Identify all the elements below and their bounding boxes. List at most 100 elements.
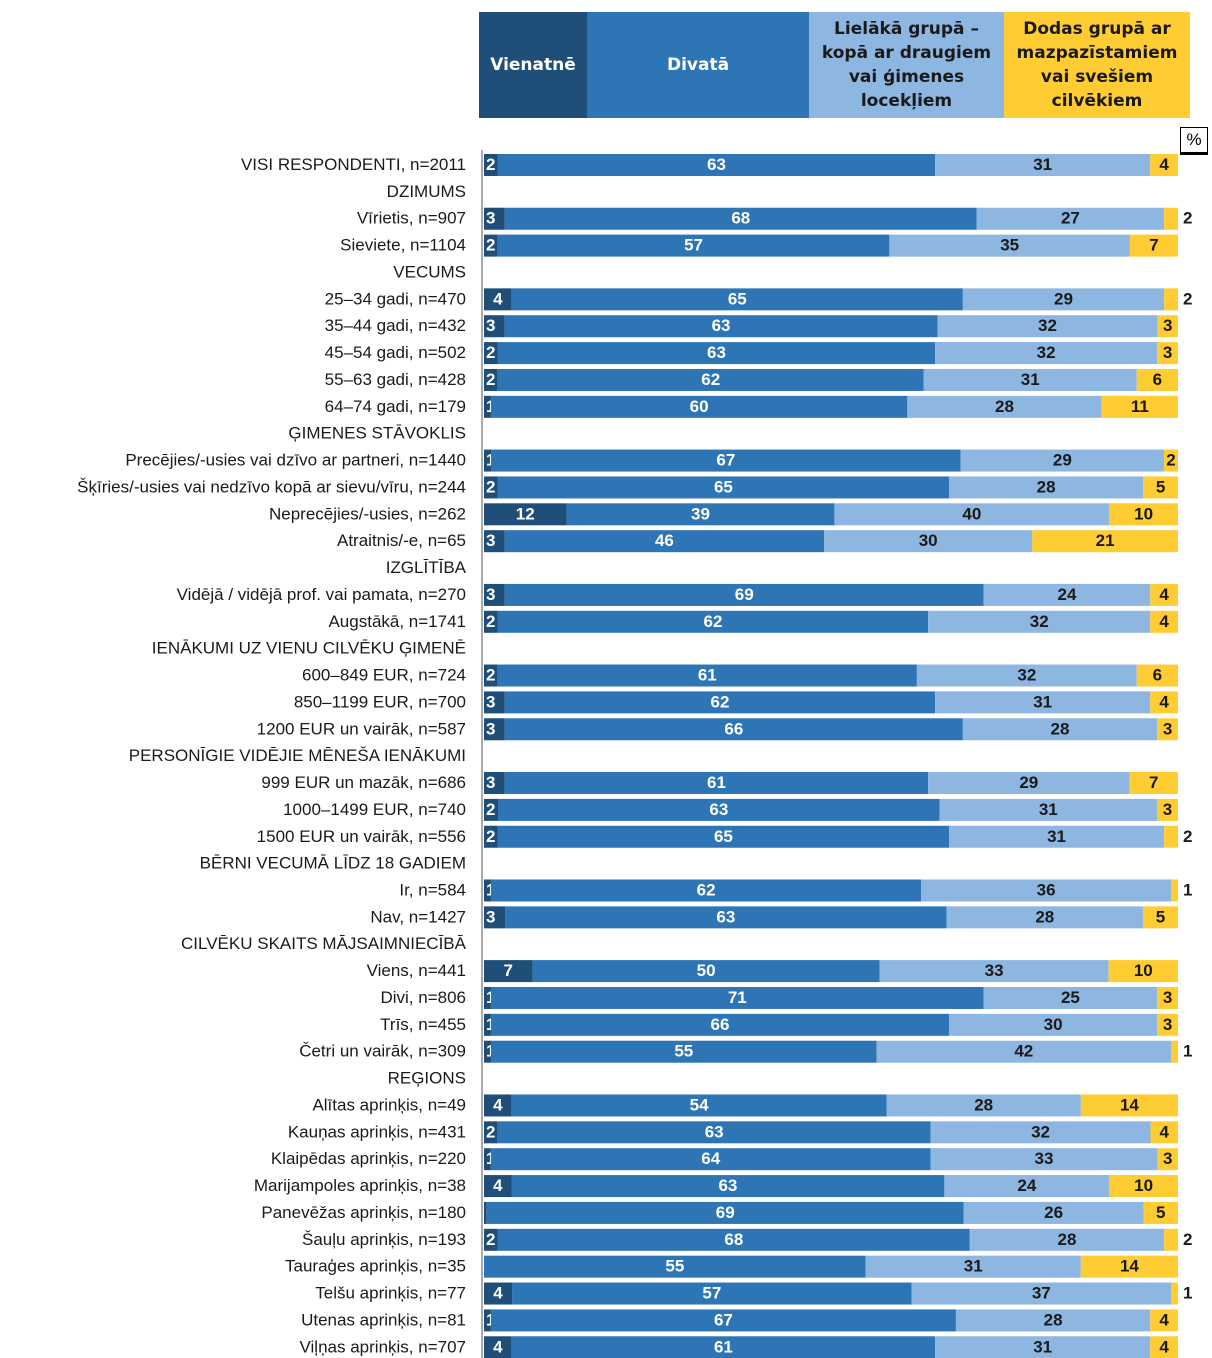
data-label-vienatne: 2 [486, 612, 495, 631]
data-label-svesi-cilveki: 2 [1183, 209, 1192, 228]
bar-segment-vienatne [484, 772, 505, 795]
bar-segment-vienatne [484, 825, 498, 848]
data-label-vienatne: 2 [486, 343, 495, 362]
bar-segment-vienatne [484, 1121, 498, 1144]
bar-segment-lielaka-grupa [930, 1148, 1158, 1171]
row-label: Augstākā, n=1741 [328, 612, 466, 631]
data-label-svesi-cilveki: 5 [1156, 907, 1165, 926]
data-label-lielaka-grupa: 31 [1021, 370, 1040, 389]
bar-segment-svesi-cilveki [1150, 583, 1178, 606]
data-label-divata: 66 [724, 719, 743, 738]
data-label-divata: 65 [714, 827, 733, 846]
bar-segment-svesi-cilveki [1143, 476, 1178, 499]
bar-segment-divata [490, 1309, 956, 1332]
data-label-svesi-cilveki: 2 [1166, 451, 1175, 470]
data-label-divata: 54 [690, 1095, 709, 1114]
data-label-lielaka-grupa: 42 [1014, 1042, 1033, 1061]
data-label-vienatne: 1 [486, 397, 495, 416]
row-label: Nav, n=1427 [370, 907, 466, 926]
row-label: Viļņas aprinķis, n=707 [300, 1337, 467, 1356]
row-label: Četri un vairāk, n=309 [299, 1042, 466, 1061]
bar-segment-lielaka-grupa [955, 1309, 1151, 1332]
data-label-divata: 64 [701, 1149, 720, 1168]
data-label-lielaka-grupa: 25 [1061, 988, 1080, 1007]
row-label: Panevēžas aprinķis, n=180 [261, 1203, 466, 1222]
data-label-lielaka-grupa: 32 [1030, 612, 1049, 631]
legend-item-lielaka-grupa: Lielākā grupā – kopā ar draugiem vai ģim… [809, 12, 1004, 118]
row-label: Trīs, n=455 [380, 1015, 466, 1034]
legend-item-divata: Divatā [587, 12, 809, 118]
data-label-divata: 46 [655, 531, 674, 550]
category-header: DZIMUMS [387, 182, 466, 201]
bar-segment-divata [511, 1175, 945, 1198]
bar-segment-svesi-cilveki [1157, 1148, 1178, 1171]
row-label: Sieviete, n=1104 [340, 236, 466, 255]
bar-segment-vienatne [484, 234, 498, 257]
category-header: VECUMS [393, 262, 466, 281]
data-label-lielaka-grupa: 28 [995, 397, 1014, 416]
bar-segment-lielaka-grupa [935, 1336, 1151, 1358]
bar-segment-divata [511, 288, 963, 311]
data-label-divata: 65 [728, 289, 747, 308]
data-label-lielaka-grupa: 31 [1039, 800, 1058, 819]
bar-segment-svesi-cilveki [1164, 207, 1178, 230]
bar-segment-vienatne [484, 154, 498, 176]
legend-item-vienatne: Vienatnē [479, 12, 587, 118]
bar-segment-lielaka-grupa [935, 342, 1158, 365]
data-label-vienatne: 3 [486, 316, 495, 335]
data-label-vienatne: 2 [486, 827, 495, 846]
data-label-divata: 61 [698, 666, 717, 685]
data-label-divata: 61 [707, 773, 726, 792]
bar-segment-divata [491, 449, 961, 472]
data-label-lielaka-grupa: 29 [1053, 451, 1072, 470]
data-label-svesi-cilveki: 10 [1134, 1176, 1153, 1195]
data-label-svesi-cilveki: 3 [1163, 800, 1172, 819]
bar-segment-lielaka-grupa [948, 1013, 1158, 1036]
bar-segment-divata [486, 1201, 964, 1224]
data-label-svesi-cilveki: 2 [1183, 1230, 1192, 1249]
bar-segment-svesi-cilveki [1170, 1282, 1178, 1305]
bar-segment-divata [497, 610, 929, 633]
data-label-divata: 67 [716, 451, 735, 470]
data-label-vienatne: 12 [516, 504, 535, 523]
bar-segment-divata [504, 315, 938, 338]
bar-segment-vienatne [484, 315, 505, 338]
data-label-lielaka-grupa: 28 [1035, 907, 1054, 926]
data-label-divata: 62 [697, 880, 716, 899]
data-label-vienatne: 1 [486, 1149, 495, 1168]
row-label: Alītas aprinķis, n=49 [312, 1095, 466, 1114]
row-label: Šauļu aprinķis, n=193 [302, 1230, 466, 1249]
bar-segment-svesi-cilveki [1164, 288, 1178, 311]
data-label-lielaka-grupa: 31 [1047, 827, 1066, 846]
bar-segment-vienatne [484, 207, 505, 230]
data-label-vienatne: 2 [486, 236, 495, 255]
bar-segment-lielaka-grupa [946, 906, 1143, 929]
bar-segment-divata [504, 530, 825, 553]
data-label-vienatne: 1 [486, 988, 495, 1007]
row-label: Divi, n=806 [380, 988, 466, 1007]
bar-segment-svesi-cilveki [1157, 718, 1178, 741]
bar-segment-vienatne [484, 1175, 512, 1198]
data-label-svesi-cilveki: 4 [1159, 155, 1169, 174]
data-label-svesi-cilveki: 3 [1163, 1149, 1172, 1168]
data-label-vienatne: 4 [493, 289, 503, 308]
bar-segment-vienatne [484, 1040, 492, 1063]
data-label-lielaka-grupa: 36 [1037, 880, 1056, 899]
data-label-divata: 63 [709, 800, 728, 819]
data-label-lielaka-grupa: 32 [1031, 1122, 1050, 1141]
data-label-vienatne: 7 [504, 961, 513, 980]
data-label-vienatne: 4 [493, 1095, 503, 1114]
bar-segment-lielaka-grupa [944, 1175, 1110, 1198]
bar-segment-divata [497, 234, 890, 257]
data-label-svesi-cilveki: 1 [1183, 1042, 1192, 1061]
chart-rows: VISI RESPONDENTI, n=2011 2 63 31 4DZIMUMSVīr… [77, 154, 1192, 1358]
bar-segment-lielaka-grupa [916, 664, 1137, 687]
data-label-vienatne: 3 [486, 209, 495, 228]
percent-unit-label: % [1180, 127, 1208, 155]
data-label-divata: 63 [718, 1176, 737, 1195]
data-label-divata: 67 [714, 1310, 733, 1329]
data-label-svesi-cilveki: 3 [1163, 988, 1172, 1007]
bar-segment-svesi-cilveki [1136, 664, 1178, 687]
row-label: Atraitnis/-e, n=65 [337, 531, 466, 550]
data-label-vienatne: 2 [486, 155, 495, 174]
